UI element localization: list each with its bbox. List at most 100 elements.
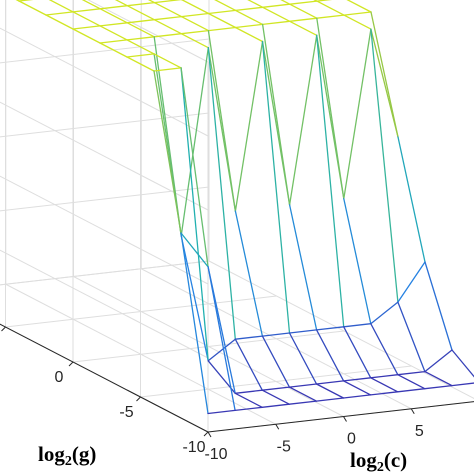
mesh-segment [126,1,156,7]
mesh-segment [424,370,453,387]
mesh-segment [180,33,209,49]
mesh-segment [18,0,34,2]
mesh-segment [153,0,182,4]
wall-grid-line [0,175,209,285]
mesh-segment [126,22,155,38]
mesh-segment [342,380,372,396]
mesh-segment [234,338,263,391]
mesh-segment [234,210,264,337]
floor-grid-line [141,268,412,410]
mesh-segment [207,338,236,362]
mesh-segment [72,28,101,44]
mesh-segment [289,0,318,5]
mesh-segment [262,3,291,8]
x-axis-line [207,401,474,433]
x-tick-mark [410,408,415,415]
surface-mesh [15,0,474,415]
mesh-segment [207,12,237,29]
mesh-segment [343,11,372,16]
axes-grid [0,0,474,433]
mesh-segment [126,53,155,58]
mesh-segment [424,384,453,390]
x-axis-label: log2(c) [350,448,407,474]
mesh-segment [126,19,155,24]
floor-grid-line [208,260,474,399]
mesh-segment [180,232,209,268]
mesh-segment [72,8,101,13]
mesh-segment [316,0,333,2]
mesh-segment [234,335,264,340]
mesh-segment [288,329,318,334]
mesh-segment [346,0,372,13]
mesh-segment [343,323,372,328]
mesh-segment [153,53,182,69]
x-tick-mark [343,416,347,422]
mesh-segment [370,11,399,138]
mesh-segment [207,266,236,412]
mesh-segment [180,12,210,18]
mesh-segment [234,392,263,408]
wall-grid-line [87,0,209,63]
y-tick-mark [203,431,209,437]
mesh-segment [370,28,399,303]
mesh-segment [180,232,209,415]
mesh-segment [45,11,74,16]
mesh-segment [261,332,291,337]
mesh-segment [315,397,345,402]
mesh-segment [315,380,345,385]
mesh-segment [99,25,128,41]
y-tick-label: 0 [55,369,64,386]
y-tick-mark [136,396,141,402]
mesh-segment [207,9,237,15]
mesh-segment [315,329,345,382]
mesh-segment [288,34,318,206]
mesh-segment [288,204,318,331]
mesh-segment [280,0,291,5]
mesh-segment [261,40,291,334]
mesh-segment [370,374,399,379]
mesh-segment [180,29,210,35]
mesh-segment [342,377,372,382]
mesh-segment [262,6,291,22]
axes-ticks: -10-50550-5-10 [1,326,424,463]
mesh-segment [343,28,372,200]
mesh-segment [288,386,318,402]
mesh-segment [451,349,474,378]
mesh-segment [261,335,291,388]
mesh-segment [207,47,237,212]
mesh-segment [451,382,474,387]
y-axis-label: log2(g) [38,442,96,469]
mesh-segment [18,0,47,16]
mesh-segment [234,9,264,26]
mesh-segment [288,383,318,388]
mesh-segment [99,39,128,44]
mesh-segment [370,301,399,325]
mesh-segment [126,56,155,72]
mesh-segment [126,5,155,21]
mesh-segment [180,47,209,237]
mesh-segment [207,47,236,340]
mesh-segment [261,386,291,391]
mesh-segment [72,11,101,27]
mesh-segment [397,370,426,376]
mesh-segment [316,34,345,328]
wall-grid-line [0,249,209,359]
x-tick-label: -10 [204,446,227,463]
mesh-segment [99,22,128,27]
mesh-segment [153,67,182,72]
wall-grid-line [0,38,210,64]
mesh-segment [289,3,318,19]
mesh-segment [261,403,290,408]
mesh-segment [343,14,372,30]
mesh-segment [72,25,101,30]
mesh-segment [261,40,291,206]
x-tick-mark [207,431,212,438]
y-tick-mark [68,361,74,367]
mesh-segment [99,8,128,24]
mesh-segment [181,0,210,15]
mesh-segment [370,377,399,393]
mesh-segment [316,34,345,200]
mesh-segment [153,33,182,38]
mesh-segment [153,70,182,234]
